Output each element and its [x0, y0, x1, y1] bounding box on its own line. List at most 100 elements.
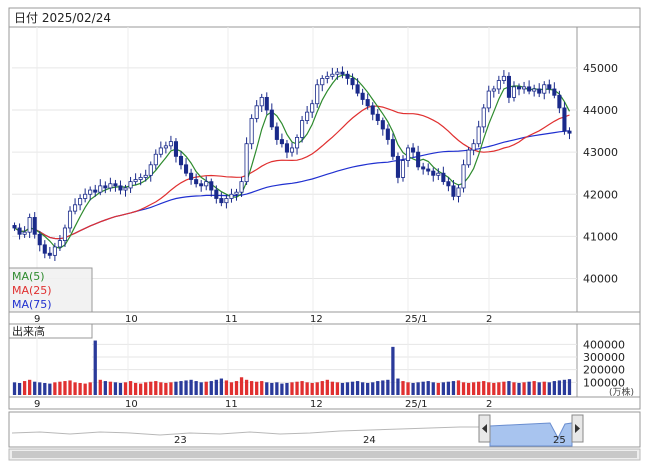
- candle-body: [269, 109, 274, 128]
- volume-tick-label: 100000: [583, 376, 625, 389]
- volume-bars: [12, 340, 572, 395]
- ma5-line: [14, 74, 571, 249]
- candle: [12, 222, 17, 231]
- candle: [466, 147, 471, 168]
- candle-body: [375, 113, 380, 121]
- candle: [335, 67, 340, 80]
- candle-body: [511, 86, 517, 98]
- candle: [416, 145, 421, 171]
- candle-body: [209, 181, 214, 191]
- candle-body: [158, 147, 163, 155]
- candle-body: [12, 225, 17, 229]
- candle-body: [163, 145, 168, 149]
- volume-bar: [350, 381, 355, 395]
- candle: [496, 75, 501, 94]
- volume-bar: [38, 382, 42, 395]
- x-tick-label: 2: [486, 314, 492, 325]
- x-tick-label: 10: [125, 314, 138, 325]
- volume-bar: [250, 381, 254, 395]
- candle-body: [224, 198, 229, 204]
- price-axis-ticks: 45000 44000 43000 42000 41000 40000: [583, 62, 618, 286]
- x-tick-label: 2: [486, 399, 492, 410]
- candle-body: [400, 160, 406, 178]
- candle-body: [289, 147, 295, 153]
- candle-body: [244, 143, 249, 183]
- chevron-right-icon: [575, 424, 580, 433]
- ma5-path: [14, 74, 571, 249]
- volume-bar: [270, 382, 274, 395]
- candle-body: [476, 126, 481, 145]
- candle: [234, 188, 239, 201]
- candle-body: [32, 217, 37, 235]
- volume-bar: [93, 340, 97, 395]
- volume-bar: [542, 381, 546, 395]
- volume-bar: [381, 380, 385, 395]
- candle: [52, 242, 57, 261]
- candle: [189, 168, 194, 185]
- volume-bar: [502, 381, 506, 395]
- volume-bar: [376, 381, 380, 395]
- candle: [355, 78, 360, 97]
- volume-bar: [371, 382, 375, 395]
- volume-bar: [320, 381, 324, 395]
- candle: [426, 163, 431, 176]
- volume-bar: [199, 382, 203, 395]
- candle-body: [542, 84, 547, 94]
- navigator-label-25: 25: [553, 435, 566, 446]
- candle-body: [123, 187, 128, 191]
- candle-body: [173, 141, 179, 157]
- volume-bar: [214, 379, 218, 395]
- x-axis-row-top: [8, 311, 641, 325]
- ma25-line: [14, 105, 570, 240]
- candle: [522, 81, 527, 94]
- volume-bar: [48, 383, 52, 395]
- candle-body: [325, 75, 330, 79]
- candle: [88, 186, 93, 201]
- volume-bar: [396, 378, 400, 395]
- volume-bar: [401, 381, 405, 395]
- candle: [557, 90, 562, 114]
- scrollbar-thumb[interactable]: [12, 451, 637, 458]
- volume-bar: [149, 381, 153, 395]
- ma-legend-box: [8, 267, 93, 313]
- ma25-path: [14, 105, 570, 240]
- candle-body: [461, 164, 466, 189]
- volume-tick-label: 300000: [583, 351, 625, 364]
- candle: [254, 100, 259, 123]
- candle-body: [350, 78, 355, 86]
- volume-bar: [123, 382, 128, 395]
- candle: [436, 168, 441, 181]
- candle-body: [395, 155, 400, 178]
- volume-bar: [229, 382, 234, 395]
- candle-body: [184, 164, 189, 174]
- candle: [128, 176, 133, 193]
- volume-bar: [194, 381, 198, 395]
- volume-bar: [522, 382, 526, 395]
- candle-body: [52, 246, 57, 256]
- volume-bar: [431, 382, 435, 395]
- candle: [390, 133, 395, 160]
- volume-title: 出来高: [12, 324, 45, 338]
- candle-body: [320, 78, 325, 86]
- candle: [552, 82, 557, 99]
- candle-body: [451, 185, 456, 197]
- volume-tick-label: 400000: [583, 338, 625, 351]
- candle-body: [345, 73, 350, 79]
- x-tick-label: 10: [125, 399, 138, 410]
- x-tick-label: 9: [34, 314, 40, 325]
- candle-body: [416, 151, 421, 168]
- candle: [295, 134, 300, 155]
- candle-body: [481, 107, 486, 128]
- candle-body: [532, 88, 537, 92]
- volume-bar: [280, 383, 284, 395]
- volume-bar: [164, 382, 168, 395]
- volume-bar: [98, 379, 102, 395]
- candle-body: [360, 92, 365, 100]
- candle: [47, 246, 52, 259]
- candle: [73, 198, 78, 215]
- volume-bar: [209, 381, 213, 395]
- candle: [93, 184, 98, 197]
- volume-bar: [295, 381, 299, 395]
- x-axis-row-bottom: [8, 396, 641, 410]
